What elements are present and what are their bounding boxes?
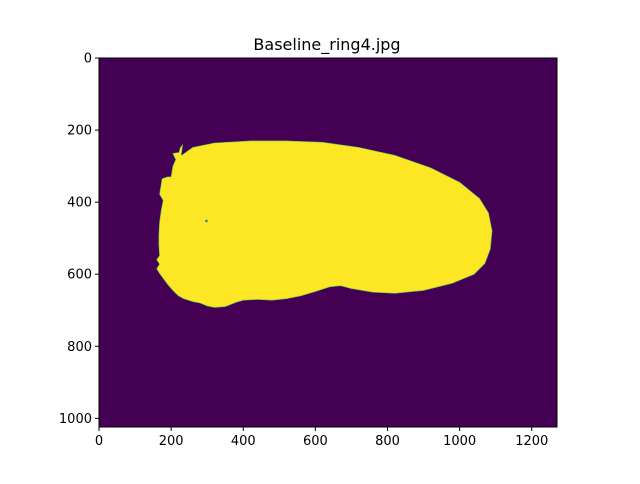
x-tick-label: 200 xyxy=(159,434,184,449)
axes-frame xyxy=(98,57,558,428)
y-tick-label: 0 xyxy=(84,52,92,67)
x-tick-label: 1000 xyxy=(443,434,476,449)
mask-holes xyxy=(205,219,208,223)
mask-hole xyxy=(205,219,208,223)
y-tick-label: 1000 xyxy=(59,412,92,427)
x-tick-label: 800 xyxy=(375,434,400,449)
chart-title: Baseline_ring4.jpg xyxy=(253,35,400,55)
y-tick-label: 800 xyxy=(67,340,92,355)
x-axis: 0 200 400 600 800 1000 1200 xyxy=(95,427,548,449)
segmentation-mask xyxy=(156,140,493,308)
x-tick-label: 1200 xyxy=(515,434,548,449)
x-tick-label: 0 xyxy=(95,434,103,449)
y-tick-label: 600 xyxy=(67,268,92,283)
x-tick-label: 600 xyxy=(303,434,328,449)
y-tick-label: 200 xyxy=(67,124,92,139)
y-axis: 0 200 400 600 800 1000 xyxy=(59,52,99,427)
x-tick-label: 400 xyxy=(231,434,256,449)
y-tick-label: 400 xyxy=(67,196,92,211)
